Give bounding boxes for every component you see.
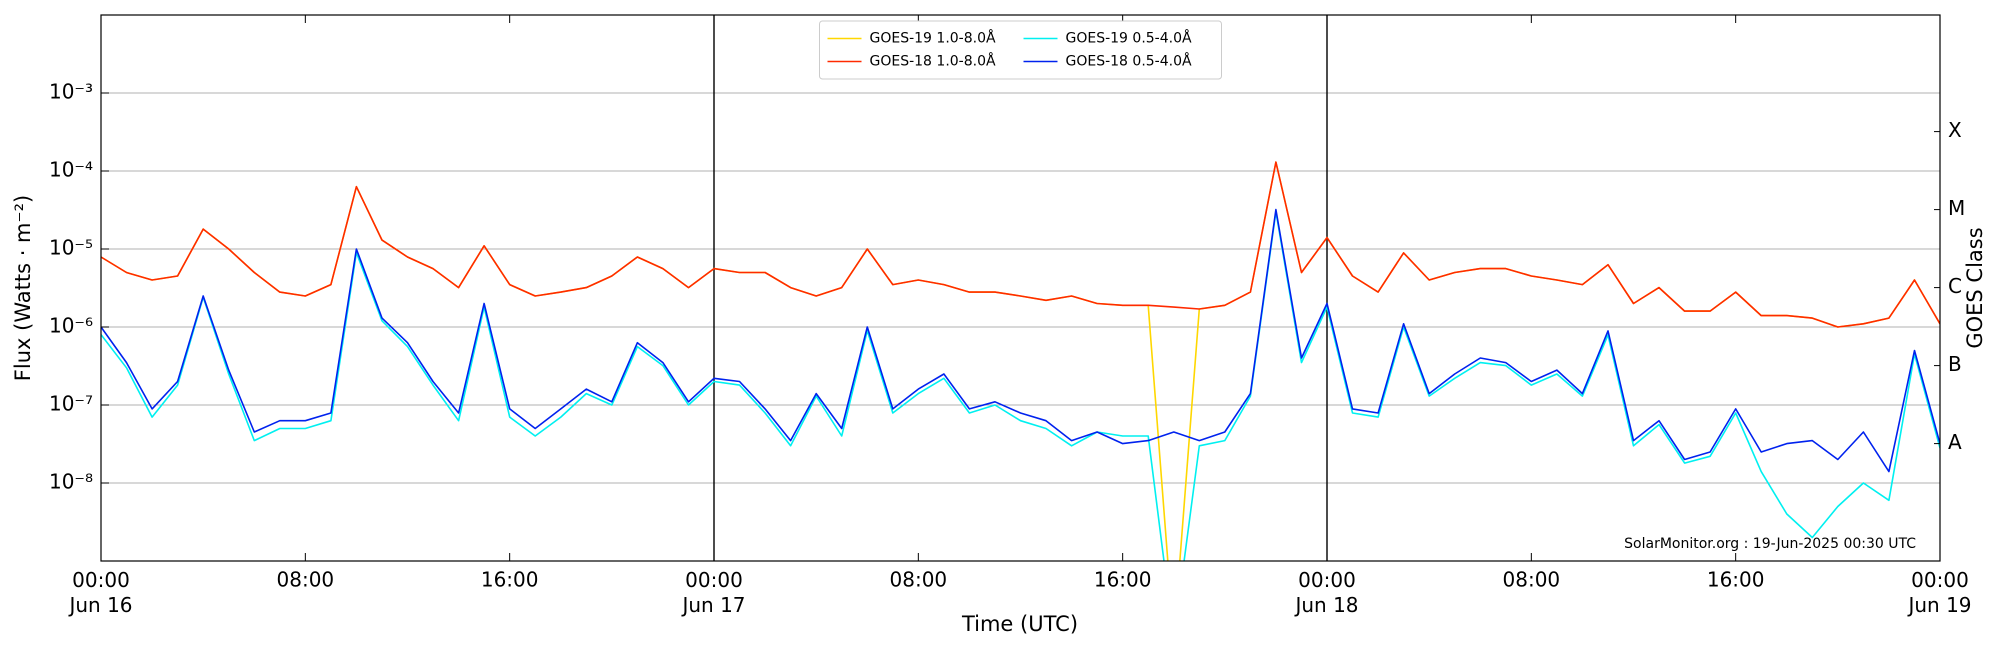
legend-label: GOES-18 0.5-4.0Å [1066, 53, 1192, 70]
legend-label: GOES-19 0.5-4.0Å [1066, 30, 1192, 47]
x-tick-label: 00:00 Jun 19 [1906, 568, 1971, 617]
y2-tick-label: M [1948, 196, 1965, 220]
y2-tick-label: B [1948, 352, 1962, 376]
y2-tick-label: C [1948, 274, 1962, 298]
y2-axis-label: GOES Class [1963, 227, 1987, 348]
series-line [101, 211, 1940, 561]
x-tick-label: 08:00 [890, 568, 948, 592]
legend-box [819, 20, 1222, 80]
x-tick-label: 00:00 Jun 17 [680, 568, 745, 617]
legend-label: GOES-18 1.0-8.0Å [870, 53, 996, 70]
y-tick-label: 10⁻⁵ [49, 236, 93, 260]
x-tick-label: 16:00 [481, 568, 539, 592]
y-tick-label: 10⁻⁷ [49, 392, 93, 416]
grid [101, 92, 1940, 484]
y-tick-label: 10⁻³ [49, 80, 93, 104]
y2-tick-label: X [1948, 118, 1962, 142]
annotation: SolarMonitor.org : 19-Jun-2025 00:30 UTC [1624, 536, 1916, 552]
y-tick-label: 10⁻⁸ [49, 470, 93, 494]
legend-label: GOES-19 1.0-8.0Å [870, 30, 996, 47]
x-tick-label: 08:00 [277, 568, 335, 592]
y-tick-label: 10⁻⁴ [49, 158, 93, 182]
x-axis-label: Time (UTC) [961, 612, 1078, 636]
y-axis-label: Flux (Watts · m⁻²) [11, 195, 35, 381]
y2-tick-label: A [1948, 430, 1962, 454]
x-tick-label: 00:00 Jun 18 [1293, 568, 1358, 617]
x-tick-label: 16:00 [1094, 568, 1152, 592]
series-line [101, 161, 1940, 328]
labels: 10⁻⁸ 10⁻⁷ 10⁻⁶ 10⁻⁵ 10⁻⁴ 10⁻³ A B C M X 00:00 Jun 16… [49, 15, 1972, 617]
x-tick-label: 08:00 [1503, 568, 1561, 592]
x-tick-label: 00:00 Jun 16 [67, 568, 132, 617]
plot-area [101, 15, 1940, 561]
y-tick-label: 10⁻⁶ [49, 314, 93, 338]
series-line [101, 208, 1940, 473]
x-tick-label: 16:00 [1707, 568, 1765, 592]
